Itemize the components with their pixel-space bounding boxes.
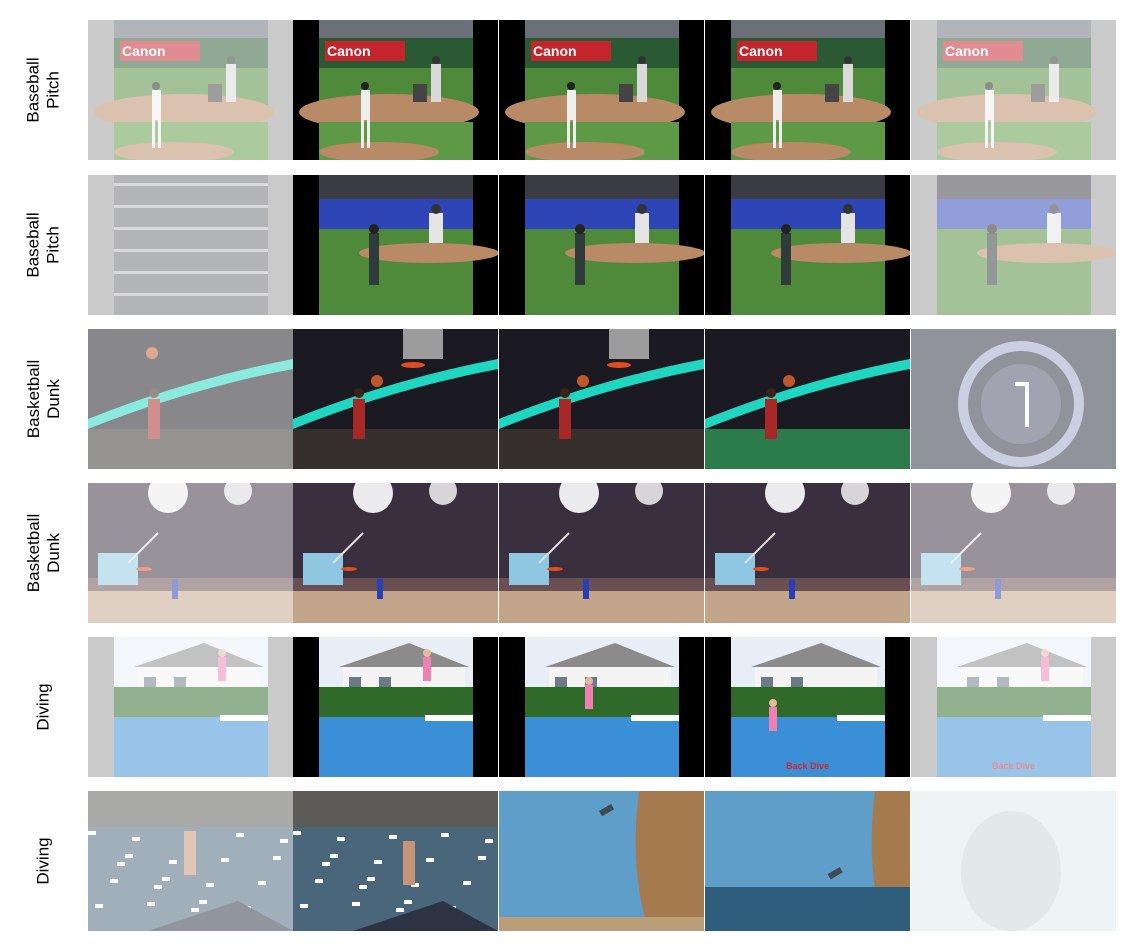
video-frame: [499, 329, 704, 469]
frame-image: [88, 637, 293, 777]
frame-image: [911, 791, 1116, 931]
banner-text: Canon: [945, 43, 989, 59]
row-label-text: Diving: [34, 683, 53, 731]
video-frame: Canon: [88, 20, 293, 160]
frame-image: [705, 637, 910, 777]
caption-text: Back Dive: [991, 761, 1036, 771]
banner-text: Canon: [533, 43, 577, 59]
frame-image: [911, 20, 1116, 160]
video-frame: Back Dive: [705, 637, 910, 777]
frame-image: [499, 637, 704, 777]
frame-image: [293, 20, 498, 160]
video-frame: [705, 175, 910, 315]
video-frame: [705, 791, 910, 931]
frame-image: [705, 175, 910, 315]
row-label: Baseball Pitch: [0, 20, 88, 160]
frame-image: [499, 329, 704, 469]
caption-text: Back Dive: [785, 761, 830, 771]
frame-image: [293, 791, 498, 931]
banner-text: Canon: [122, 43, 166, 59]
video-frame: [88, 329, 293, 469]
video-frame: [88, 175, 293, 315]
frame-image: [705, 483, 910, 623]
frame-image: [705, 329, 910, 469]
video-frame: [88, 483, 293, 623]
video-frame: [911, 329, 1116, 469]
video-frame: [705, 329, 910, 469]
video-frame: [499, 791, 704, 931]
video-frame: [911, 483, 1116, 623]
row-label-text: Baseball Pitch: [24, 212, 63, 278]
video-frame: Canon: [705, 20, 910, 160]
video-frame: Back Dive: [911, 637, 1116, 777]
video-frame: [499, 175, 704, 315]
frame-image: [293, 637, 498, 777]
row-label-text: Diving: [34, 837, 53, 885]
frame-image: [88, 20, 293, 160]
video-frame: [293, 175, 498, 315]
video-frame: [88, 791, 293, 931]
frame-image: [499, 791, 704, 931]
row-label-text: Baseball Pitch: [24, 57, 63, 123]
frame-image: [911, 329, 1116, 469]
row-label-text: Basketball Dunk: [24, 513, 63, 593]
video-frame: [293, 329, 498, 469]
frame-image: [911, 175, 1116, 315]
frame-image: [88, 791, 293, 931]
video-frame: [499, 637, 704, 777]
video-frame: [705, 483, 910, 623]
video-frame: [88, 637, 293, 777]
video-frame: [911, 175, 1116, 315]
video-frame: Canon: [499, 20, 704, 160]
video-frame: [911, 791, 1116, 931]
frame-image: [499, 483, 704, 623]
row-label-text: Basketball Dunk: [24, 359, 63, 439]
video-frame: [293, 483, 498, 623]
video-frame: Canon: [293, 20, 498, 160]
frame-image: [911, 483, 1116, 623]
frame-image: [293, 175, 498, 315]
frame-image: [499, 20, 704, 160]
video-frame: [293, 791, 498, 931]
frame-image: [499, 175, 704, 315]
banner-text: Canon: [327, 43, 371, 59]
row-label: Baseball Pitch: [0, 175, 88, 315]
video-frame: Canon: [911, 20, 1116, 160]
frame-image: [88, 329, 293, 469]
banner-text: Canon: [739, 43, 783, 59]
row-label: Basketball Dunk: [0, 329, 88, 469]
video-frame: [499, 483, 704, 623]
frame-image: [293, 483, 498, 623]
frame-image: [88, 175, 293, 315]
row-label: Diving: [0, 791, 88, 931]
frame-image: [88, 483, 293, 623]
frame-image: [705, 20, 910, 160]
row-label: Diving: [0, 637, 88, 777]
video-frame: [293, 637, 498, 777]
frame-image: [911, 637, 1116, 777]
row-label: Basketball Dunk: [0, 483, 88, 623]
frame-image: [293, 329, 498, 469]
frame-image: [705, 791, 910, 931]
